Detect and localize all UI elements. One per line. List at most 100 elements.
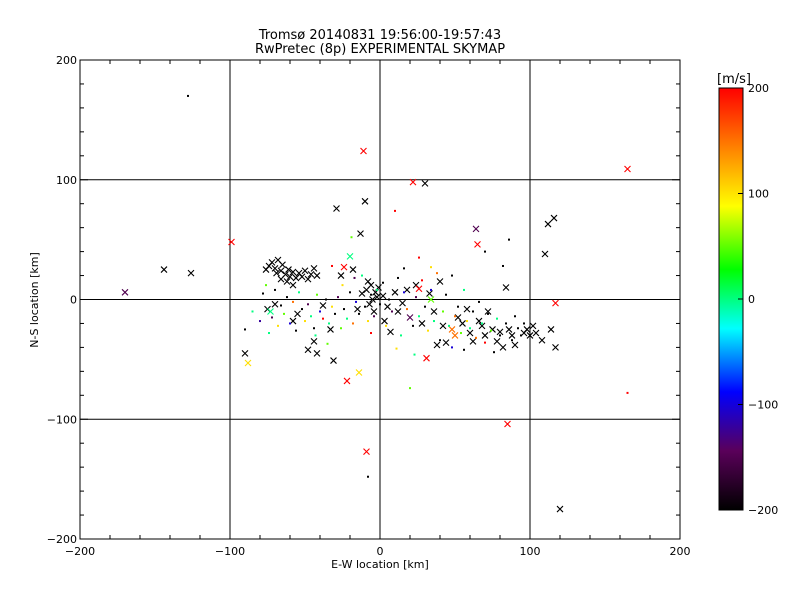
data-point-dot (268, 332, 270, 335)
data-point-dot (280, 304, 282, 307)
data-point-x (523, 326, 531, 333)
data-point-dot (358, 312, 360, 315)
data-point-dot (367, 475, 369, 478)
data-point-x (298, 273, 306, 281)
data-point-dot (391, 310, 393, 313)
data-point-x (426, 290, 433, 297)
data-point-dot (337, 296, 339, 299)
data-point-dot (472, 310, 474, 313)
data-point-x (505, 326, 513, 333)
data-point-dot (457, 305, 459, 308)
data-point-x (301, 267, 309, 275)
data-point-x (532, 329, 540, 337)
data-point-x (384, 303, 391, 311)
data-point-dot (370, 332, 372, 335)
data-point-x (541, 250, 549, 258)
data-point-x (228, 238, 235, 246)
data-point-dot (379, 303, 381, 306)
data-point-dot (511, 339, 513, 342)
data-point-x (286, 273, 294, 281)
data-point-dot (508, 238, 510, 241)
colorbar-tick-label: 200 (748, 82, 769, 95)
data-point-x (121, 288, 129, 296)
data-point-dot (451, 346, 453, 349)
data-point-dot (418, 256, 420, 259)
data-point-x (556, 505, 564, 513)
data-point-dot (469, 327, 471, 330)
data-point-dot (463, 288, 465, 291)
data-point-x (481, 332, 489, 339)
y-tick-label: −200 (47, 533, 77, 546)
data-point-x (478, 322, 486, 330)
data-point-dot (403, 291, 405, 294)
data-point-x (367, 281, 375, 289)
data-point-x (273, 269, 280, 277)
data-point-x (550, 214, 558, 222)
data-point-dot (328, 322, 330, 325)
data-point-x (285, 266, 292, 273)
data-point-dot (187, 94, 189, 97)
colorbar-tick-label: −200 (748, 504, 778, 517)
y-tick-label: −100 (47, 413, 77, 426)
data-point-x (360, 147, 367, 155)
data-point-dot (421, 279, 423, 282)
data-point-dot (413, 353, 416, 356)
data-point-x (313, 272, 321, 279)
data-point-dot (313, 327, 315, 330)
data-point-x (241, 349, 249, 357)
data-point-x (283, 278, 291, 285)
data-point-x (346, 253, 354, 260)
x-tick-label: 100 (520, 545, 541, 558)
data-point-dot (343, 308, 345, 311)
data-point-dot (490, 329, 492, 332)
x-tick-label: 0 (377, 545, 384, 558)
data-point-x (268, 258, 276, 266)
data-point-dot (430, 266, 432, 269)
data-point-x (330, 357, 337, 364)
data-point-x (496, 328, 504, 336)
data-point-dot (314, 334, 317, 337)
data-point-x (430, 308, 438, 315)
data-point-dot (424, 305, 426, 308)
data-point-dot (415, 296, 417, 299)
data-point-dot (626, 391, 629, 394)
colorbar-tick-label: 100 (748, 188, 769, 201)
y-axis-label: N-S location [km] (28, 252, 41, 348)
data-point-x (409, 178, 417, 186)
y-tick-label: 200 (56, 54, 77, 67)
data-point-x (366, 300, 373, 308)
data-point-dot (322, 317, 324, 320)
data-point-x (319, 302, 327, 309)
data-point-x (448, 326, 456, 333)
data-point-x (267, 308, 274, 315)
data-point-x (289, 281, 297, 289)
data-point-dot (496, 317, 498, 320)
data-point-dot (460, 332, 462, 335)
data-point-dot (373, 315, 375, 318)
data-point-dot (484, 341, 486, 344)
data-point-x (624, 165, 631, 173)
x-axis-label: E-W location [km] (331, 558, 429, 571)
data-point-x (423, 354, 430, 362)
data-point-dot (319, 310, 321, 313)
data-point-dot (289, 322, 291, 325)
data-point-dot (301, 308, 303, 311)
data-point-x (459, 320, 466, 327)
data-point-x (357, 230, 364, 238)
data-point-x (504, 420, 511, 428)
data-point-x (340, 263, 348, 271)
data-point-x (244, 359, 252, 367)
data-point-x (349, 266, 357, 273)
data-point-x (373, 293, 381, 301)
data-point-dot (514, 315, 516, 318)
data-point-x (466, 329, 474, 337)
data-point-x (271, 264, 279, 272)
data-point-dot (520, 334, 522, 337)
data-point-dot (403, 267, 405, 270)
data-point-x (415, 285, 423, 293)
data-point-x (387, 328, 394, 336)
data-point-dot (331, 305, 333, 308)
data-point-dot (244, 328, 246, 331)
data-point-x (333, 205, 340, 212)
data-point-dot (388, 298, 390, 301)
